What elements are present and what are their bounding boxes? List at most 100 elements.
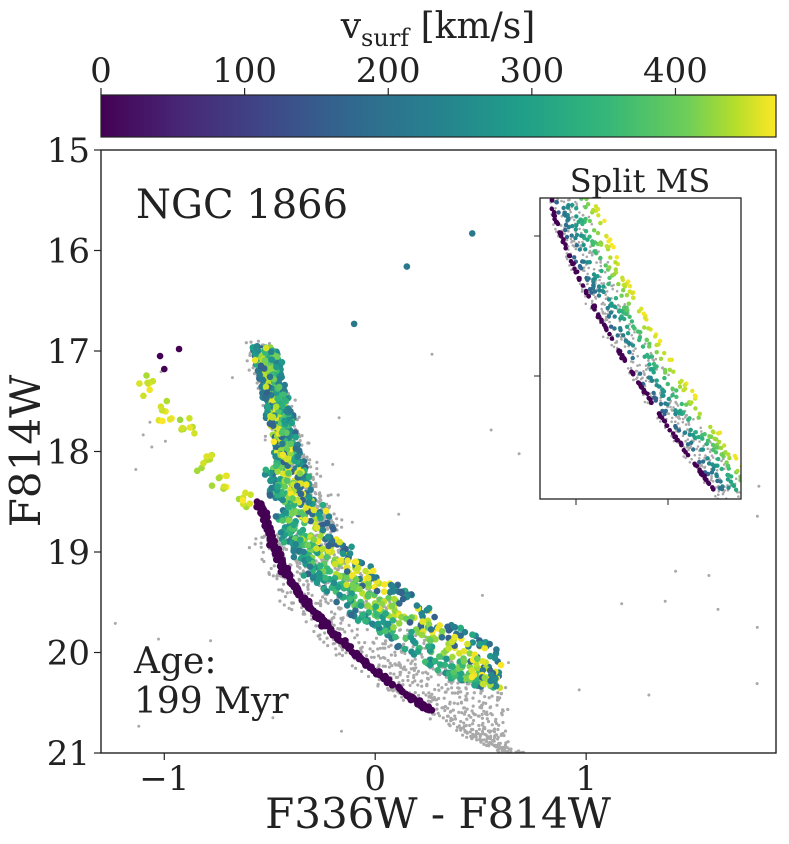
observed-star-point — [408, 683, 412, 688]
inset-rotating-point — [573, 227, 578, 232]
observed-star-point — [465, 730, 469, 734]
observed-star-point — [499, 746, 503, 750]
observed-star-point — [329, 598, 333, 603]
inset-observed-point — [599, 264, 603, 268]
observed-star-point — [298, 578, 302, 583]
inset-non-rotating-point — [572, 266, 577, 272]
fast-rotator-point — [223, 472, 230, 480]
observed-star-point — [429, 700, 433, 704]
observed-star-point — [275, 577, 279, 581]
inset-rotating-point — [574, 214, 579, 219]
inset-rotating-point — [689, 400, 694, 405]
observed-star-point — [482, 709, 486, 713]
field-star-point — [430, 352, 434, 356]
inset-observed-point — [714, 495, 717, 498]
observed-star-point — [398, 628, 402, 632]
rotating-model-point — [273, 363, 280, 371]
inset-rotating-point — [592, 249, 597, 254]
observed-star-point — [350, 664, 354, 668]
inset-observed-point — [689, 445, 693, 448]
inset-rotating-point — [591, 272, 597, 277]
observed-star-point — [335, 523, 339, 527]
rotating-model-point — [288, 510, 296, 517]
observed-star-point — [253, 542, 257, 546]
inset-observed-point — [647, 359, 650, 362]
inset-observed-point — [569, 210, 572, 214]
observed-star-point — [335, 517, 339, 521]
rotating-model-point — [392, 633, 399, 641]
inset-non-rotating-point — [681, 447, 687, 453]
observed-star-point — [517, 755, 520, 758]
inset-rotating-point — [639, 306, 644, 311]
rotating-model-point — [266, 492, 274, 499]
inset-rotating-point — [586, 276, 591, 281]
observed-star-point — [501, 720, 505, 725]
inset-rotating-point — [631, 295, 636, 300]
inset-rotating-point — [583, 216, 588, 222]
rotating-model-point — [306, 563, 314, 570]
observed-star-point — [275, 574, 279, 578]
observed-star-point — [249, 340, 253, 344]
observed-star-point — [360, 645, 364, 649]
observed-star-point — [315, 460, 319, 464]
observed-star-point — [443, 704, 448, 709]
y-tick-label: 20 — [47, 634, 90, 674]
observed-star-point — [340, 518, 344, 522]
inset-rotating-point — [617, 308, 622, 313]
inset-observed-point — [595, 261, 598, 264]
inset-rotating-point — [619, 293, 624, 298]
observed-star-point — [491, 739, 495, 743]
colorbar-tick-label: 0 — [90, 51, 112, 91]
inset-non-rotating-point — [573, 270, 578, 275]
observed-star-point — [470, 737, 474, 741]
rotating-model-point — [388, 602, 396, 610]
inset-rotating-point — [687, 432, 692, 437]
non-rotating-model-point — [314, 614, 322, 621]
rotating-model-point — [362, 567, 369, 575]
inset-rotating-point — [605, 305, 610, 311]
rotating-model-point — [346, 595, 354, 602]
observed-star-point — [341, 627, 345, 631]
observed-star-point — [450, 686, 454, 690]
inset-observed-point — [670, 416, 674, 420]
inset-observed-point — [606, 336, 609, 340]
inset-rotating-point — [570, 202, 575, 208]
inset-rotating-point — [709, 434, 714, 439]
inset-rotating-point — [599, 268, 604, 274]
colorbar-ticks: 0 100 200 300 400 — [90, 51, 708, 95]
field-star-point — [157, 637, 160, 641]
observed-star-point — [406, 678, 410, 683]
inset-observed-point — [672, 406, 675, 409]
inset-non-rotating-point — [667, 427, 672, 433]
rotating-model-point — [295, 547, 303, 555]
observed-star-point — [302, 610, 306, 614]
inset-rotating-point — [660, 408, 665, 414]
inset-observed-point — [722, 463, 726, 466]
observed-star-point — [298, 566, 302, 570]
inset-non-rotating-point — [646, 395, 651, 401]
rotating-model-point — [283, 455, 291, 463]
observed-star-point — [482, 742, 486, 747]
observed-star-point — [389, 643, 393, 647]
inset-observed-point — [560, 199, 563, 203]
inset-rotating-point — [565, 212, 570, 218]
rotating-model-point — [290, 553, 298, 561]
observed-star-point — [492, 736, 496, 740]
inset-rotating-point — [644, 337, 649, 343]
observed-star-point — [404, 668, 408, 672]
rotating-model-point — [481, 644, 489, 652]
rotating-model-point — [285, 503, 292, 511]
observed-star-point — [477, 699, 481, 703]
observed-star-point — [476, 714, 480, 718]
observed-star-point — [306, 441, 310, 445]
rotating-model-point — [322, 507, 330, 515]
observed-star-point — [291, 601, 295, 605]
rotating-model-point — [316, 574, 323, 581]
inset-observed-point — [654, 357, 658, 361]
rotating-model-point — [254, 347, 262, 355]
rotating-model-point — [279, 402, 286, 410]
field-star-point — [707, 574, 711, 577]
rotating-model-point — [257, 362, 265, 370]
inset-rotating-point — [576, 219, 581, 224]
observed-star-point — [422, 638, 427, 643]
